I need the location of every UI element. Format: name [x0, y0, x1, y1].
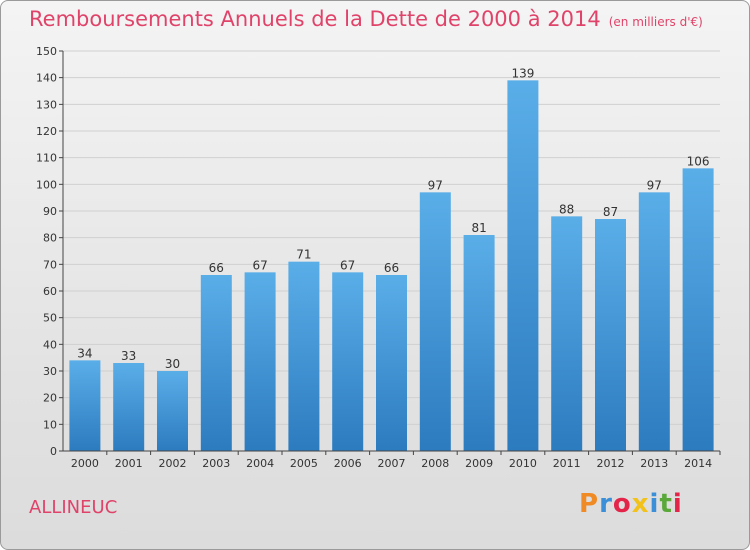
y-tick-label: 120 — [36, 125, 57, 138]
bar-2006 — [332, 272, 364, 451]
bar-2005 — [288, 261, 320, 451]
x-tick-label: 2003 — [202, 457, 230, 470]
value-label: 106 — [687, 154, 710, 168]
value-label: 30 — [165, 357, 180, 371]
bar-2014 — [682, 168, 714, 452]
chart-title: Remboursements Annuels de la Dette de 20… — [29, 7, 703, 31]
bar-2010 — [507, 80, 539, 451]
y-axis-ticks: 0 10 20 30 40 50 60 70 80 90 100 110 120 130 140 150 — [36, 45, 63, 458]
bar-2004 — [244, 272, 276, 451]
x-tick-label: 2009 — [465, 457, 493, 470]
value-label: 71 — [296, 248, 311, 262]
x-axis-ticks: 2000 2001 2002 2003 2004 2005 2006 2007 2008 2009… — [71, 451, 721, 470]
y-tick-label: 10 — [43, 418, 57, 431]
bar-2003 — [200, 275, 232, 451]
y-tick-label: 90 — [43, 205, 57, 218]
bar-2000 — [69, 360, 101, 451]
x-tick-label: 2004 — [246, 457, 274, 470]
value-label: 88 — [559, 202, 574, 216]
bar-2008 — [419, 192, 451, 452]
bar-2001 — [113, 363, 145, 451]
proxiti-logo: Proxiti — [579, 489, 683, 519]
town-name: ALLINEUC — [29, 497, 118, 518]
x-tick-label: 2002 — [159, 457, 187, 470]
x-tick-label: 2000 — [71, 457, 99, 470]
logo-letter: t — [659, 489, 673, 519]
axes — [62, 51, 720, 452]
y-tick-label: 150 — [36, 45, 57, 58]
bar-2002 — [157, 371, 188, 451]
y-tick-label: 100 — [36, 178, 57, 191]
x-tick-label: 2005 — [290, 457, 318, 470]
bar-2009 — [463, 235, 495, 451]
y-tick-label: 40 — [43, 338, 57, 351]
value-label: 97 — [428, 178, 443, 192]
x-tick-label: 2007 — [378, 457, 406, 470]
bar-2011 — [551, 216, 583, 451]
y-tick-label: 130 — [36, 98, 57, 111]
y-tick-label: 80 — [43, 232, 57, 245]
bars: 34 33 30 66 67 71 67 66 97 81 139 88 87 97 106 — [69, 66, 714, 452]
logo-letter: i — [649, 489, 660, 519]
bar-2012 — [595, 219, 626, 451]
value-label: 33 — [121, 349, 136, 363]
value-label: 67 — [252, 258, 267, 272]
value-label: 66 — [384, 261, 399, 275]
x-tick-label: 2012 — [597, 457, 625, 470]
y-tick-label: 110 — [36, 152, 57, 165]
logo-letter: x — [631, 489, 650, 519]
logo-letter: P — [579, 489, 600, 519]
x-tick-label: 2010 — [509, 457, 537, 470]
x-tick-label: 2006 — [334, 457, 362, 470]
y-tick-label: 140 — [36, 72, 57, 85]
x-tick-label: 2008 — [421, 457, 449, 470]
title-text: Remboursements Annuels de la Dette de 20… — [29, 7, 601, 31]
y-tick-label: 60 — [43, 285, 57, 298]
y-tick-label: 70 — [43, 258, 57, 271]
x-tick-label: 2011 — [553, 457, 581, 470]
y-tick-label: 20 — [43, 392, 57, 405]
value-label: 66 — [209, 261, 224, 275]
logo-letter: r — [599, 489, 613, 519]
value-label: 97 — [647, 178, 662, 192]
value-label: 139 — [511, 66, 534, 80]
logo-letter: i — [672, 489, 683, 519]
value-label: 34 — [77, 346, 92, 360]
logo-letter: o — [612, 489, 632, 519]
x-tick-label: 2014 — [684, 457, 712, 470]
value-label: 87 — [603, 205, 618, 219]
value-label: 81 — [471, 221, 486, 235]
y-tick-label: 0 — [50, 445, 57, 458]
x-tick-label: 2001 — [115, 457, 143, 470]
y-tick-label: 30 — [43, 365, 57, 378]
bar-2007 — [376, 275, 407, 451]
x-tick-label: 2013 — [640, 457, 668, 470]
value-label: 67 — [340, 258, 355, 272]
y-tick-label: 50 — [43, 312, 57, 325]
unit-label: (en milliers d'€) — [608, 15, 703, 29]
bar-2013 — [638, 192, 670, 452]
